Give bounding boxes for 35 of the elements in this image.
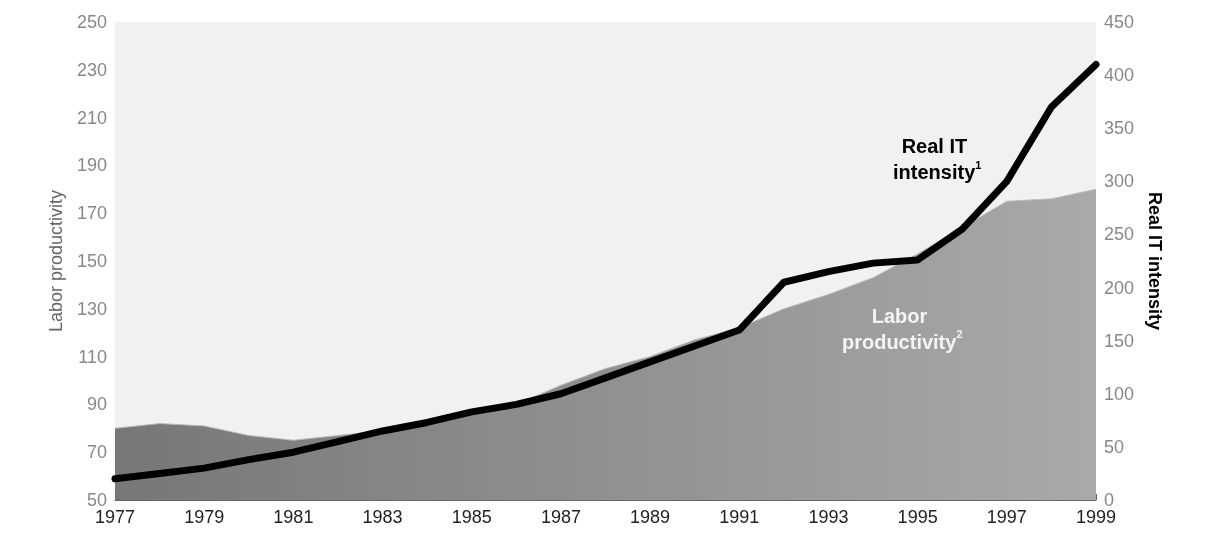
y-tick-label: 70 (86, 442, 107, 463)
y2-tick-label: 250 (1104, 224, 1135, 245)
y2-tick-label: 400 (1104, 65, 1135, 86)
x-tick-label: 1981 (273, 507, 314, 527)
y2-tick-label: 50 (1104, 436, 1125, 457)
y-axis-title: Labor productivity (46, 189, 66, 333)
y-tick-label: 230 (76, 59, 107, 80)
x-tick-label: 1993 (808, 507, 849, 527)
x-tick-label: 1979 (184, 507, 225, 527)
y-tick-label: 90 (86, 394, 107, 415)
x-tick-label: 1985 (451, 507, 492, 527)
y2-tick-label: 0 (1104, 490, 1115, 510)
y2-tick-label: 350 (1104, 118, 1135, 139)
x-tick-label: 1997 (986, 507, 1027, 527)
x-tick-label: 1989 (630, 507, 671, 527)
x-tick-label: 1995 (897, 507, 938, 527)
y-tick-label: 110 (78, 346, 107, 367)
y-tick-label: 170 (76, 203, 107, 224)
y-tick-label: 50 (86, 490, 107, 510)
x-tick-label: 1977 (94, 507, 136, 527)
y2-axis-title: Real IT intensity (1145, 191, 1165, 331)
x-tick-label: 1983 (362, 507, 403, 527)
y-tick-label: 250 (76, 12, 107, 32)
y2-tick-label: 200 (1104, 277, 1135, 298)
y-tick-label: 210 (76, 107, 107, 128)
x-tick-label: 1991 (719, 507, 760, 527)
y-tick-label: 150 (76, 251, 107, 271)
y2-tick-label: 150 (1104, 330, 1135, 351)
y-tick-label: 190 (76, 155, 107, 176)
x-tick-label: 1999 (1075, 507, 1117, 527)
y2-tick-label: 300 (1104, 171, 1135, 192)
y2-tick-label: 450 (1104, 12, 1135, 32)
y-tick-label: 130 (76, 298, 107, 319)
x-tick-label: 1987 (540, 507, 581, 527)
y2-tick-label: 100 (1104, 383, 1135, 404)
